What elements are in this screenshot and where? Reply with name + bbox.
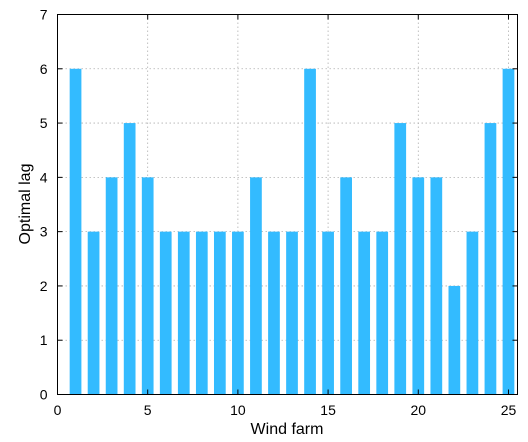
bar bbox=[268, 231, 280, 395]
bars bbox=[69, 68, 515, 395]
x-tick-label: 20 bbox=[410, 402, 426, 418]
bar bbox=[195, 231, 208, 395]
bar bbox=[340, 177, 352, 395]
x-tick-label: 10 bbox=[230, 402, 246, 418]
bar bbox=[484, 123, 497, 395]
bar bbox=[159, 231, 172, 395]
bar bbox=[123, 123, 136, 395]
y-tick-label: 3 bbox=[40, 224, 48, 240]
bar bbox=[232, 231, 244, 395]
bar bbox=[141, 177, 154, 395]
bar bbox=[358, 231, 371, 395]
x-tick-label: 25 bbox=[501, 402, 517, 418]
y-tick-label: 2 bbox=[40, 278, 48, 294]
bar bbox=[250, 177, 262, 395]
tick-marks bbox=[57, 14, 518, 395]
bar bbox=[304, 68, 316, 395]
y-axis-title: Optimal lag bbox=[17, 164, 34, 245]
bar bbox=[412, 177, 425, 395]
x-tick-label: 5 bbox=[144, 402, 152, 418]
y-tick-label: 1 bbox=[40, 332, 48, 348]
bar bbox=[213, 231, 226, 395]
bar bbox=[105, 177, 118, 395]
plot-frame bbox=[57, 14, 518, 395]
bar bbox=[502, 68, 515, 395]
y-tick-label: 6 bbox=[40, 61, 48, 77]
tick-labels: 0 5 10 15 20 25 0 1 2 3 4 5 6 7 bbox=[40, 7, 517, 419]
y-tick-label: 4 bbox=[40, 169, 48, 185]
x-tick-label: 0 bbox=[54, 402, 62, 418]
y-tick-label: 7 bbox=[40, 7, 48, 23]
x-tick-label: 15 bbox=[320, 402, 336, 418]
bar bbox=[87, 231, 100, 395]
bar bbox=[430, 177, 443, 395]
bar bbox=[448, 285, 461, 395]
y-tick-label: 0 bbox=[40, 387, 48, 403]
x-axis-title: Wind farm bbox=[251, 421, 324, 438]
bar bbox=[286, 231, 298, 395]
bar bbox=[394, 123, 407, 395]
bar bbox=[376, 231, 389, 395]
y-tick-label: 5 bbox=[40, 115, 48, 131]
bar bbox=[322, 231, 334, 395]
bar bbox=[177, 231, 190, 395]
bar bbox=[466, 231, 479, 395]
bar bbox=[69, 68, 82, 395]
